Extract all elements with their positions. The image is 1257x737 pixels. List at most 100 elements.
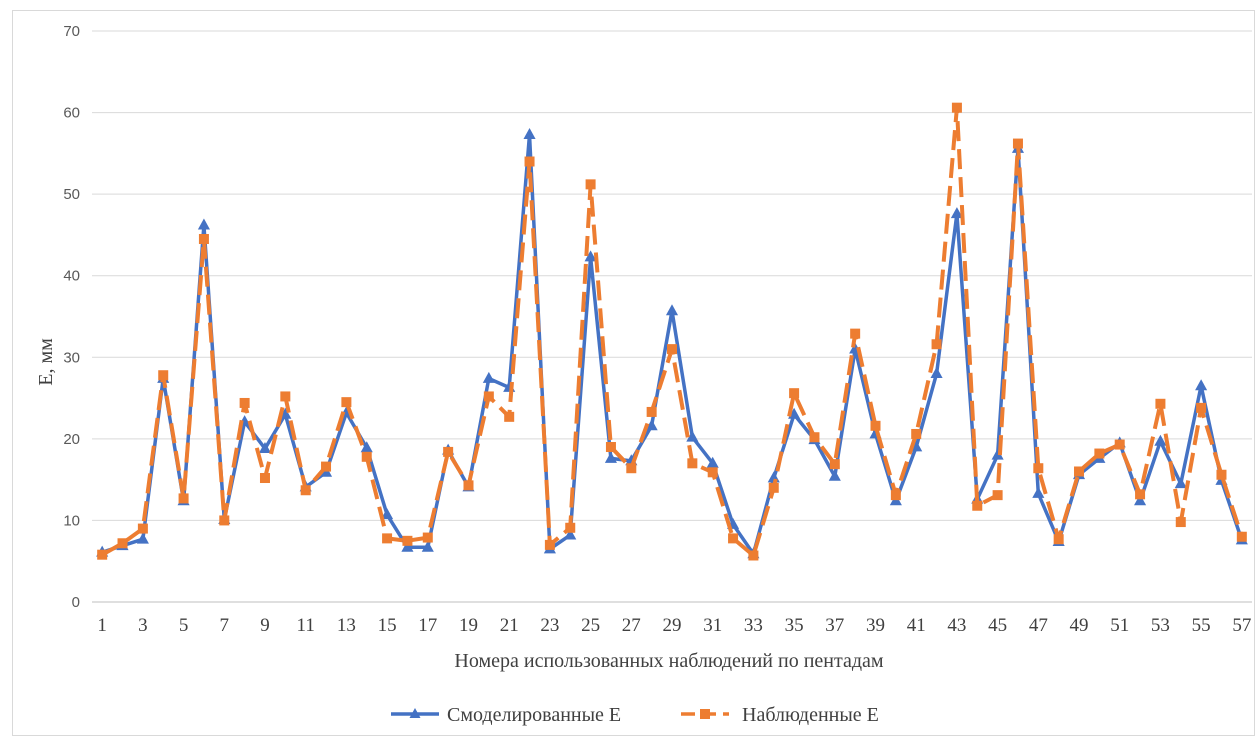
- data-point: [1216, 469, 1227, 480]
- legend-label: Наблюденные E: [742, 704, 879, 726]
- data-point: [483, 391, 494, 402]
- data-point: [198, 234, 209, 245]
- y-axis-ticks: 0 10 20 30 40 50 60 70: [63, 23, 80, 611]
- data-point: [748, 550, 759, 561]
- data-point: [259, 473, 270, 484]
- data-point: [1094, 448, 1105, 459]
- data-point: [382, 533, 393, 544]
- data-point: [870, 420, 881, 431]
- data-point: [645, 419, 658, 431]
- y-tick-label: 0: [72, 594, 80, 611]
- data-point: [1155, 398, 1166, 409]
- data-point: [972, 500, 983, 511]
- data-point: [360, 441, 373, 453]
- data-point: [422, 532, 433, 543]
- x-tick-label: 33: [744, 615, 763, 636]
- data-point: [258, 442, 272, 454]
- x-tick-label: 29: [663, 615, 682, 636]
- data-point: [300, 485, 311, 496]
- data-point: [421, 540, 434, 552]
- y-axis-title: E, мм: [35, 338, 57, 386]
- x-tick-label: 17: [418, 615, 437, 636]
- data-point: [321, 461, 332, 472]
- data-point: [584, 250, 597, 262]
- data-point: [1053, 534, 1064, 545]
- data-point: [1033, 463, 1044, 474]
- data-point: [97, 549, 108, 560]
- data-point: [686, 430, 699, 442]
- x-tick-label: 3: [138, 615, 148, 636]
- x-tick-label: 37: [825, 615, 844, 636]
- x-tick-label: 23: [540, 615, 559, 636]
- x-tick-label: 49: [1070, 615, 1089, 636]
- data-point: [158, 370, 169, 381]
- data-point: [604, 451, 617, 463]
- legend: Смоделированные E Наблюденные E: [391, 704, 879, 726]
- data-point: [463, 480, 474, 491]
- data-point: [443, 446, 454, 457]
- y-tick-label: 20: [63, 431, 80, 448]
- x-tick-label: 53: [1151, 615, 1170, 636]
- x-tick-label: 35: [785, 615, 804, 636]
- data-point: [991, 448, 1004, 460]
- y-tick-label: 30: [63, 349, 80, 366]
- data-point: [829, 459, 840, 470]
- data-point: [1154, 434, 1167, 446]
- data-point: [950, 207, 963, 219]
- data-point: [667, 344, 677, 355]
- data-point: [1114, 439, 1125, 450]
- data-point: [401, 540, 414, 552]
- y-tick-label: 10: [63, 512, 80, 529]
- x-tick-label: 11: [297, 615, 315, 636]
- legend-label: Смоделированные E: [447, 704, 621, 726]
- data-point: [646, 406, 657, 417]
- data-point: [789, 388, 800, 399]
- data-point: [361, 451, 372, 462]
- y-tick-label: 60: [63, 105, 80, 122]
- x-axis-ticks: 1 3 5 7 9 11 13 15 17 19 21 23 25 27 29 31 33 35 37 39 41 43 4…: [97, 615, 1251, 636]
- x-tick-label: 9: [260, 615, 270, 636]
- data-point: [482, 371, 495, 383]
- gridlines: [92, 30, 1252, 603]
- data-point: [850, 328, 861, 339]
- x-tick-label: 21: [500, 615, 519, 636]
- data-point: [931, 339, 942, 350]
- series-line: [101, 105, 1244, 558]
- series-1: [96, 127, 1248, 559]
- data-point: [1196, 402, 1207, 413]
- x-tick-label: 55: [1192, 615, 1211, 636]
- data-point: [544, 539, 555, 550]
- x-tick-label: 13: [337, 615, 356, 636]
- data-point: [1134, 494, 1147, 506]
- x-tick-label: 15: [378, 615, 397, 636]
- data-point: [402, 535, 413, 546]
- x-tick-label: 45: [988, 615, 1007, 636]
- series-2: [97, 102, 1247, 561]
- x-tick-label: 39: [866, 615, 885, 636]
- data-point: [117, 538, 128, 549]
- legend-marker: [700, 709, 710, 719]
- data-point: [524, 156, 535, 167]
- x-tick-label: 19: [459, 615, 478, 636]
- data-point: [564, 528, 577, 540]
- data-point: [992, 490, 1003, 501]
- x-tick-label: 31: [703, 615, 722, 636]
- x-tick-label: 27: [622, 615, 641, 636]
- x-axis-title: Номера использованных наблюдений по пент…: [454, 650, 884, 672]
- data-point: [136, 532, 149, 544]
- data-point: [1012, 138, 1023, 149]
- data-point: [341, 397, 352, 408]
- data-point: [1074, 466, 1085, 477]
- data-point: [197, 218, 210, 230]
- x-tick-label: 5: [179, 615, 189, 636]
- data-point: [809, 432, 820, 443]
- x-tick-label: 47: [1029, 615, 1048, 636]
- data-point: [911, 428, 922, 439]
- data-point: [687, 458, 698, 469]
- data-point: [504, 411, 515, 422]
- x-tick-label: 43: [947, 615, 966, 636]
- data-point: [951, 102, 962, 113]
- data-point: [1174, 477, 1187, 489]
